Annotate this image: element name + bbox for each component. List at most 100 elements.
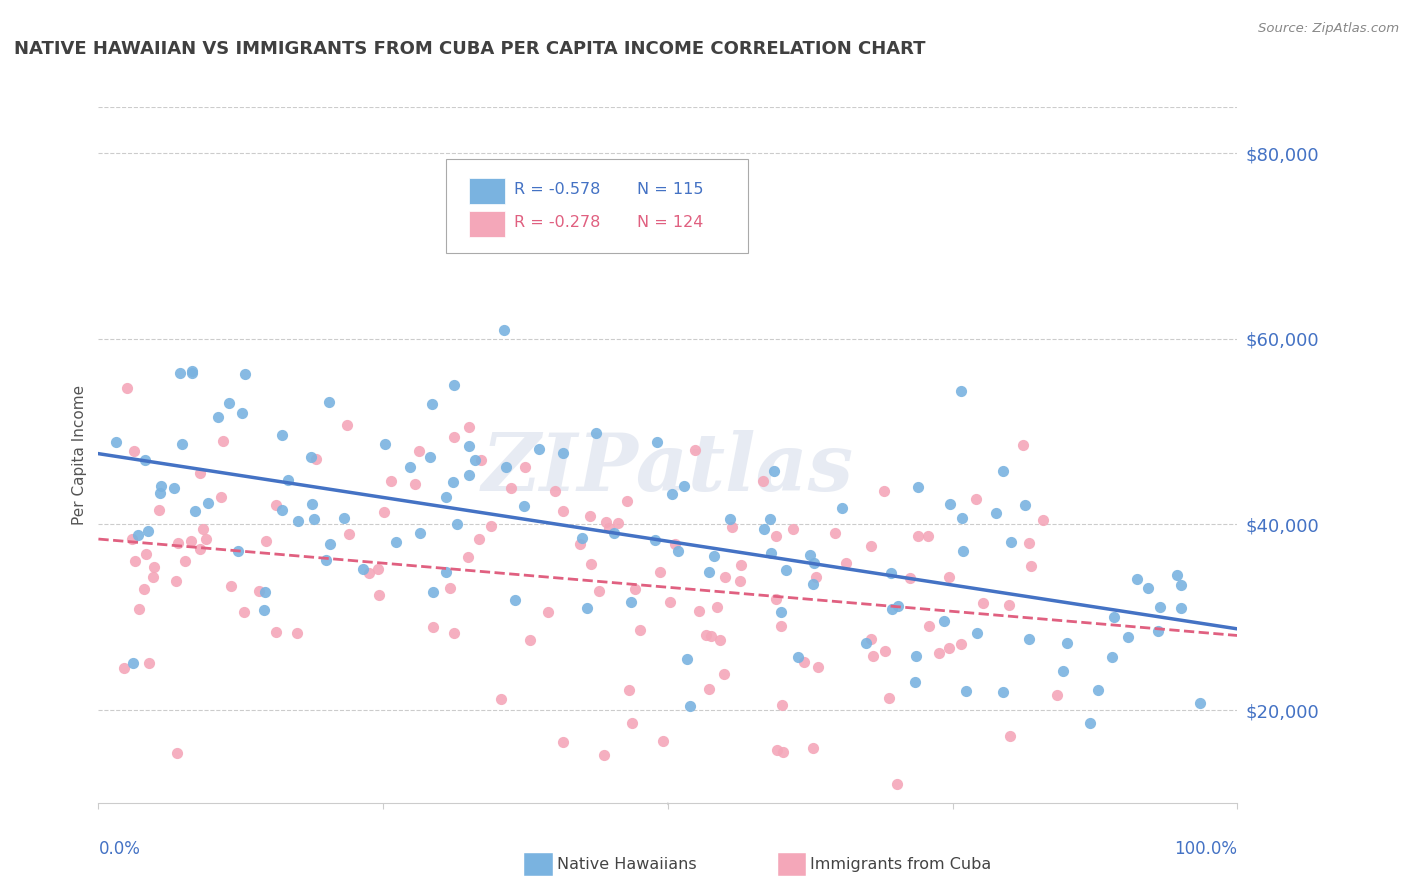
Point	[720, 519, 742, 533]
Point	[1101, 649, 1123, 664]
Point	[1018, 632, 1040, 646]
Point	[249, 583, 271, 598]
Point	[1126, 572, 1149, 586]
Point	[804, 570, 827, 584]
Point	[127, 528, 149, 542]
Point	[181, 366, 204, 380]
Point	[718, 512, 741, 526]
Point	[770, 698, 793, 712]
Point	[728, 574, 751, 589]
Point	[898, 571, 921, 585]
Point	[180, 534, 202, 549]
Point	[1014, 498, 1036, 512]
Point	[231, 406, 253, 420]
Point	[782, 522, 804, 536]
Point	[754, 522, 776, 536]
Point	[904, 648, 927, 663]
Point	[952, 544, 974, 558]
Point	[879, 566, 901, 580]
Point	[602, 525, 624, 540]
Point	[787, 649, 810, 664]
Point	[772, 745, 794, 759]
Point	[1056, 636, 1078, 650]
Point	[765, 592, 787, 607]
Point	[1147, 624, 1170, 638]
Point	[966, 626, 988, 640]
Point	[112, 661, 135, 675]
Point	[468, 532, 491, 546]
Point	[645, 435, 668, 450]
Point	[801, 741, 824, 756]
Point	[135, 547, 157, 561]
Point	[984, 507, 1007, 521]
Point	[367, 561, 389, 575]
Point	[880, 601, 903, 615]
Point	[253, 603, 276, 617]
Point	[807, 660, 830, 674]
Point	[617, 683, 640, 698]
Text: Native Hawaiians: Native Hawaiians	[557, 857, 696, 871]
Point	[513, 459, 536, 474]
Point	[616, 494, 638, 508]
Point	[422, 585, 444, 599]
Y-axis label: Per Capita Income: Per Capita Income	[72, 384, 87, 525]
Point	[706, 600, 728, 615]
Point	[972, 596, 994, 610]
Point	[121, 532, 143, 546]
Point	[221, 578, 243, 592]
Point	[855, 636, 877, 650]
Point	[319, 537, 342, 551]
Point	[218, 396, 240, 410]
Point	[211, 434, 233, 448]
Point	[271, 502, 294, 516]
Point	[302, 512, 325, 526]
Point	[544, 484, 567, 499]
Point	[762, 464, 785, 478]
Point	[713, 667, 735, 681]
Point	[271, 428, 294, 442]
Point	[661, 487, 683, 501]
Point	[1149, 599, 1171, 614]
Point	[918, 619, 941, 633]
Point	[551, 503, 574, 517]
Point	[1170, 600, 1192, 615]
Point	[1046, 688, 1069, 702]
Point	[938, 569, 960, 583]
Text: N = 115: N = 115	[637, 182, 703, 196]
Point	[1052, 665, 1074, 679]
Point	[142, 560, 165, 574]
Point	[166, 746, 188, 760]
Point	[434, 490, 457, 504]
Point	[1136, 581, 1159, 595]
Point	[571, 531, 593, 545]
Point	[184, 503, 207, 517]
Point	[439, 581, 461, 595]
Point	[860, 539, 883, 553]
Point	[398, 460, 420, 475]
Point	[553, 446, 575, 460]
Point	[104, 434, 127, 449]
Point	[859, 632, 882, 646]
Point	[209, 490, 232, 504]
Point	[886, 777, 908, 791]
Point	[644, 533, 666, 548]
Point	[628, 623, 651, 637]
Point	[950, 511, 973, 525]
Point	[801, 576, 824, 591]
Point	[697, 681, 720, 696]
Point	[149, 486, 172, 500]
Point	[666, 544, 689, 558]
Text: R = -0.578: R = -0.578	[515, 182, 600, 196]
FancyBboxPatch shape	[446, 159, 748, 253]
Point	[700, 629, 723, 643]
Point	[588, 583, 610, 598]
Point	[503, 592, 526, 607]
Point	[703, 549, 725, 564]
Point	[148, 503, 170, 517]
Point	[607, 516, 630, 531]
Point	[121, 656, 143, 670]
Point	[512, 500, 534, 514]
Point	[965, 492, 987, 507]
Point	[305, 452, 328, 467]
Point	[333, 511, 356, 525]
